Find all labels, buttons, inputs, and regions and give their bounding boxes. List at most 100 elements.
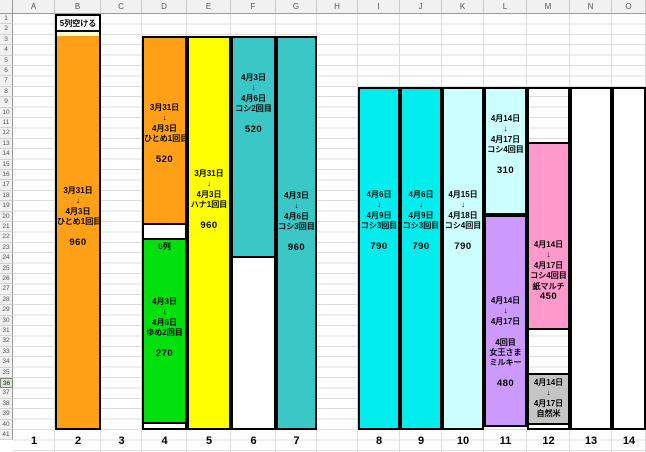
row-header-4[interactable]: 4 [0,45,13,56]
cell-block-l-koshi-4[interactable]: 4月14日 ↓ 4月17日 コシ4回目 310 [484,87,527,215]
row-header-22[interactable]: 22 [0,232,13,243]
row-header-11[interactable]: 11 [0,118,13,129]
cell-block-j-koshi-3[interactable]: 4月6日 ↓ 4月9日 コシ3回目 790 [400,87,442,430]
row-header-6[interactable]: 6 [0,66,13,77]
bottom-label-e[interactable]: 5 [205,435,213,447]
col-header-j[interactable]: J [400,0,442,14]
row-header-33[interactable]: 33 [0,346,13,358]
row-header-24[interactable]: 24 [0,253,13,264]
cell-block-note-b1[interactable]: 5列空ける [55,14,101,32]
row-header-13[interactable]: 13 [0,138,13,150]
col-header-f[interactable]: F [231,0,276,14]
col-header-b[interactable]: B [55,0,101,14]
cell-block-text: 4月14日 ↓ 4月17日 4回目 女王さま ミルキー 480 [486,296,525,390]
cell-block-l-milky-queen[interactable]: 4月14日 ↓ 4月17日 4回目 女王さま ミルキー 480 [484,215,527,427]
cell-block-d-yume-2[interactable]: 6列 4月3日 ↓ 4月6日 ゆめ2回目 270 [142,238,187,424]
col-header-k[interactable]: K [442,0,484,14]
row-header-30[interactable]: 30 [0,315,13,326]
row-header-3[interactable]: 3 [0,34,13,46]
row-header-39[interactable]: 39 [0,409,13,420]
bottom-label-o[interactable]: 14 [622,435,636,447]
row-header-28[interactable]: 28 [0,294,13,306]
row-header-10[interactable]: 10 [0,107,13,118]
col-header-i[interactable]: I [358,0,400,14]
row-header-20[interactable]: 20 [0,211,13,222]
row-header-26[interactable]: 26 [0,274,13,285]
cell-block-b-hitome-1[interactable]: 3月31日 ↓ 4月3日 ひとめ1回目 960 [55,36,101,430]
cell-text-line: ひとめ1回目 [144,134,189,144]
bottom-label-d[interactable]: 4 [161,435,168,447]
cell-block-m-mid-empty[interactable] [527,330,570,373]
row-header-7[interactable]: 7 [0,76,13,87]
cell-block-i-koshi-3[interactable]: 4月6日 ↓ 4月9日 コシ3回目 790 [358,87,400,430]
cell-block-m-koshi-4-mulch[interactable]: 4月14日 ↓ 4月17日 コシ4回目 紙マルチ 450 [527,142,570,330]
select-all-corner[interactable] [0,0,13,14]
bottom-label-f[interactable]: 6 [250,435,257,447]
row-header-27[interactable]: 27 [0,284,13,295]
col-header-l[interactable]: L [484,0,527,14]
col-header-e[interactable]: E [187,0,231,14]
row-header-8[interactable]: 8 [0,86,13,98]
row-header-21[interactable]: 21 [0,222,13,233]
row-header-16[interactable]: 16 [0,170,13,181]
row-header-17[interactable]: 17 [0,180,13,191]
cell-block-o-empty[interactable] [612,87,646,430]
bottom-label-b[interactable]: 2 [74,435,82,447]
col-header-d[interactable]: D [142,0,187,14]
bottom-label-j[interactable]: 9 [417,435,425,447]
col-header-c[interactable]: C [101,0,142,14]
bottom-label-g[interactable]: 7 [293,435,300,447]
row-header-41[interactable]: 41 [0,430,13,441]
row-header-31[interactable]: 31 [0,326,13,337]
cell-block-m-shizenmai[interactable]: 4月14日 ↓ 4月17日 自然米 [527,373,570,425]
row-header-9[interactable]: 9 [0,97,13,108]
row-header-40[interactable]: 40 [0,419,13,430]
bottom-label-c[interactable]: 3 [118,435,125,447]
row-header-15[interactable]: 15 [0,159,13,170]
row-header-23[interactable]: 23 [0,242,13,254]
cell-block-k-koshi-4[interactable]: 4月15日 ↓ 4月18日 コシ4回目 790 [442,87,484,430]
cell-block-g-koshi-3[interactable]: 4月3日 ↓ 4月6日 コシ3回目 960 [276,36,317,430]
col-header-n[interactable]: N [570,0,612,14]
cell-block-m-bottom-empty[interactable] [527,425,570,430]
col-header-h[interactable]: H [317,0,358,14]
cell-block-f-koshi-2[interactable]: 4月3日 ↓ 4月6日 コシ2回目 520 [231,36,276,258]
row-header-37[interactable]: 37 [0,388,13,399]
row-header-2[interactable]: 2 [0,24,13,35]
row-header-19[interactable]: 19 [0,201,13,212]
bottom-label-m[interactable]: 12 [542,435,555,447]
row-header-12[interactable]: 12 [0,128,13,139]
bottom-label-l[interactable]: 11 [499,435,512,447]
row-header-1[interactable]: 1 [0,14,13,25]
row-header-34[interactable]: 34 [0,357,13,368]
row-header-32[interactable]: 32 [0,336,13,347]
cell-value: 520 [155,153,174,165]
col-header-a[interactable]: A [13,0,55,14]
row-header-25[interactable]: 25 [0,263,13,274]
cell-block-b-cream-strip[interactable] [55,32,101,36]
bottom-label-i[interactable]: 8 [375,435,383,447]
row-header-29[interactable]: 29 [0,305,13,316]
col-header-o[interactable]: O [612,0,646,14]
cell-block-d-hitome-1[interactable]: 3月31日 ↓ 4月3日 ひとめ1回目 520 [142,36,189,225]
bottom-label-k[interactable]: 10 [456,435,470,447]
row-header-5[interactable]: 5 [0,55,13,66]
col-header-g[interactable]: G [276,0,317,14]
col-header-m[interactable]: M [527,0,570,14]
cell-value: 520 [244,123,263,135]
bottom-label-a[interactable]: 1 [30,435,38,447]
row-header-18[interactable]: 18 [0,190,13,202]
cell-text-line: 4月14日 [533,378,564,387]
row-header-36[interactable]: 36 [0,378,13,389]
cell-block-d-bottom-gap[interactable] [142,424,187,430]
cell-block-f-empty[interactable] [231,258,276,430]
cell-block-e-hana-1[interactable]: 3月31日 ↓ 4月3日 ハナ1回目 960 [187,36,231,430]
bottom-label-n[interactable]: 13 [584,435,598,447]
row-header-38[interactable]: 38 [0,398,13,410]
cell-block-m-top-empty[interactable] [527,87,570,142]
cell-block-n-empty[interactable] [570,87,612,430]
row-header-14[interactable]: 14 [0,149,13,160]
cell-value: 310 [496,164,515,176]
row-header-35[interactable]: 35 [0,367,13,378]
cell-block-d-gap[interactable] [142,225,187,238]
